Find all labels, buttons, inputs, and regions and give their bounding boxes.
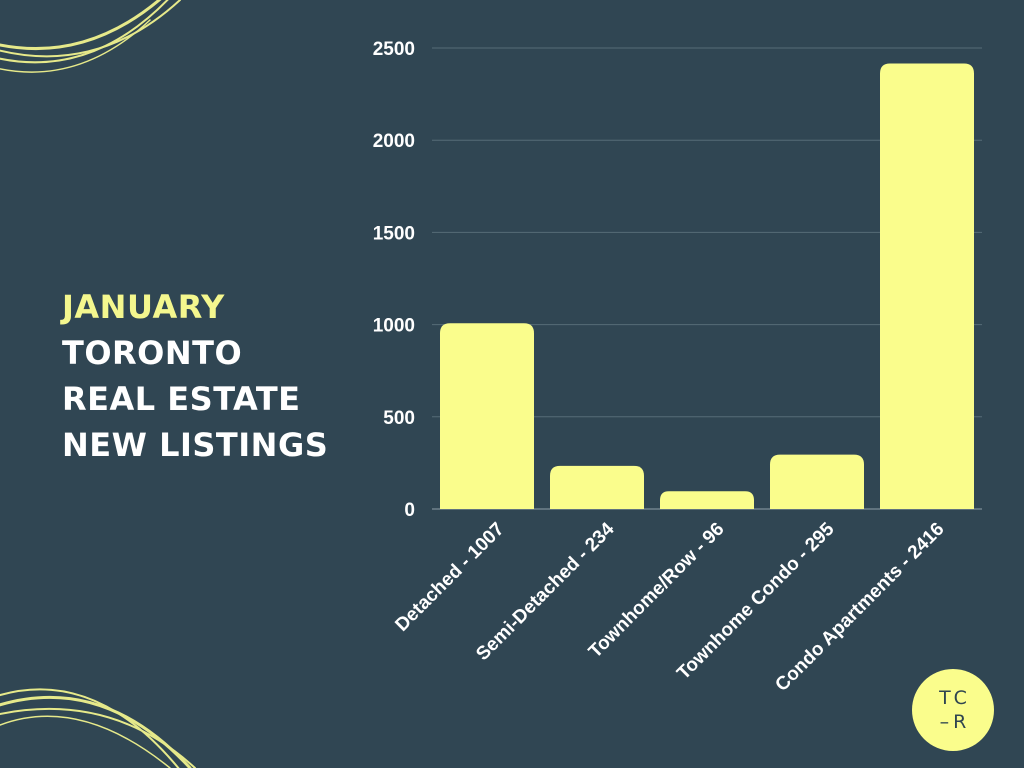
y-tick-label: 500: [383, 408, 415, 429]
title-month: JANUARY: [62, 288, 225, 326]
bar: [660, 491, 754, 509]
logo-line-2: –R: [939, 711, 971, 733]
y-tick-label: 2500: [373, 39, 415, 60]
y-tick-label: 1500: [373, 223, 415, 244]
bar: [880, 63, 974, 510]
bar: [550, 465, 644, 509]
tcr-logo: TC –R: [912, 669, 994, 751]
logo-line-1: TC: [939, 687, 971, 709]
title-city: TORONTO: [62, 334, 243, 372]
y-tick-label: 2000: [373, 131, 415, 152]
bar: [440, 323, 534, 509]
x-category-label: Detached - 1007: [391, 519, 508, 636]
title-metric: NEW LISTINGS: [62, 426, 329, 464]
title-topic: REAL ESTATE: [62, 380, 301, 418]
y-tick-label: 1000: [373, 316, 415, 337]
y-tick-label: 0: [404, 500, 415, 521]
bar: [770, 454, 864, 509]
chart-title-block: JANUARY TORONTO REAL ESTATE NEW LISTINGS: [62, 284, 328, 468]
